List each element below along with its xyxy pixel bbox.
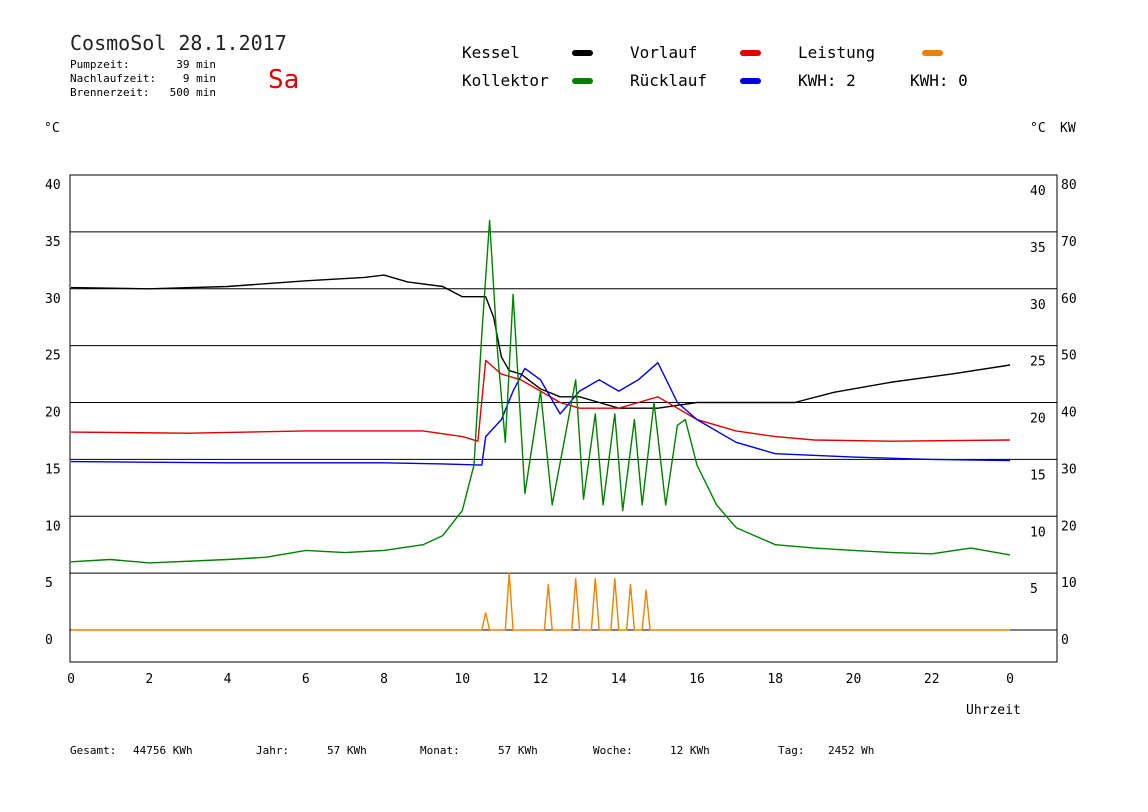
footer-jahr-value: 57 KWh bbox=[327, 744, 367, 757]
y-tick-right: 15 bbox=[1030, 468, 1046, 483]
x-tick: 22 bbox=[924, 672, 940, 687]
legend-kwh-second: KWH: 0 bbox=[910, 71, 968, 90]
x-tick: 0 bbox=[1006, 672, 1014, 687]
y2-tick: 70 bbox=[1061, 235, 1077, 250]
y-tick-right: 10 bbox=[1030, 525, 1046, 540]
y2-tick: 40 bbox=[1061, 406, 1077, 421]
x-tick: 8 bbox=[380, 672, 388, 687]
stat-pumpzeit-label: Pumpzeit: bbox=[70, 58, 130, 71]
series-kessel bbox=[70, 274, 1011, 409]
footer-woche-label: Woche: bbox=[593, 744, 633, 757]
footer-jahr-label: Jahr: bbox=[256, 744, 289, 757]
y-tick-left: 25 bbox=[45, 349, 61, 364]
weekday-label: Sa bbox=[268, 65, 299, 95]
y-tick-right: 40 bbox=[1030, 184, 1046, 199]
series-vorlauf bbox=[70, 359, 1011, 442]
left-axis-unit: °C bbox=[44, 121, 60, 136]
y-tick-right: 30 bbox=[1030, 298, 1046, 313]
footer-monat-label: Monat: bbox=[420, 744, 460, 757]
y-tick-left: 30 bbox=[45, 292, 61, 307]
legend-label-kollektor: Kollektor bbox=[462, 71, 549, 90]
y2-tick: 50 bbox=[1061, 349, 1077, 364]
y-tick-left: 40 bbox=[45, 178, 61, 193]
legend-label-ruecklauf: Rücklauf bbox=[630, 71, 707, 90]
y2-tick: 80 bbox=[1061, 178, 1077, 193]
y-tick-left: 35 bbox=[45, 235, 61, 250]
tick-layer: 0510152025303540510152025303540010203040… bbox=[45, 178, 1077, 687]
legend-label-vorlauf: Vorlauf bbox=[630, 43, 697, 62]
y-tick-left: 0 bbox=[45, 633, 53, 648]
legend-kwh-leistung: KWH: 2 bbox=[798, 71, 856, 90]
legend: Kessel Vorlauf Leistung Kollektor Rückla… bbox=[462, 43, 968, 90]
stat-nachlaufzeit-label: Nachlaufzeit: bbox=[70, 72, 156, 85]
plot-frame bbox=[69, 174, 1058, 663]
y-tick-right: 35 bbox=[1030, 241, 1046, 256]
y2-tick: 20 bbox=[1061, 519, 1077, 534]
y2-tick: 30 bbox=[1061, 462, 1077, 477]
y2-tick: 60 bbox=[1061, 292, 1077, 307]
footer-tag-label: Tag: bbox=[778, 744, 805, 757]
x-tick: 6 bbox=[302, 672, 310, 687]
footer-totals: Gesamt: 44756 KWh Jahr: 57 KWh Monat: 57… bbox=[70, 744, 874, 757]
footer-woche-value: 12 KWh bbox=[670, 744, 710, 757]
x-tick: 18 bbox=[767, 672, 783, 687]
series-rcklauf bbox=[70, 362, 1011, 466]
footer-tag-value: 2452 Wh bbox=[828, 744, 874, 757]
series-layer bbox=[70, 219, 1011, 631]
x-tick: 14 bbox=[611, 672, 627, 687]
x-tick: 20 bbox=[846, 672, 862, 687]
footer-monat-value: 57 KWh bbox=[498, 744, 538, 757]
y-tick-left: 5 bbox=[45, 576, 53, 591]
y-tick-left: 15 bbox=[45, 462, 61, 477]
stats-block: Pumpzeit: 39 min Nachlaufzeit: 9 min Bre… bbox=[70, 58, 216, 99]
x-tick: 2 bbox=[145, 672, 153, 687]
footer-gesamt-value: 44756 KWh bbox=[133, 744, 193, 757]
x-tick: 0 bbox=[67, 672, 75, 687]
series-leistung bbox=[71, 572, 1010, 631]
stat-brennerzeit-value: 500 min bbox=[170, 86, 216, 99]
x-tick: 4 bbox=[224, 672, 232, 687]
y-tick-left: 20 bbox=[45, 406, 61, 421]
x-tick: 12 bbox=[533, 672, 549, 687]
x-axis-label: Uhrzeit bbox=[966, 703, 1021, 718]
series-kollektor bbox=[70, 219, 1011, 564]
stat-pumpzeit-value: 39 min bbox=[176, 58, 216, 71]
legend-label-leistung: Leistung bbox=[798, 43, 875, 62]
stat-brennerzeit-label: Brennerzeit: bbox=[70, 86, 149, 99]
x-tick: 10 bbox=[454, 672, 470, 687]
right-axis-unit: °C bbox=[1030, 121, 1046, 136]
chart-title: CosmoSol 28.1.2017 bbox=[70, 31, 287, 55]
right-axis-unit-kw: KW bbox=[1060, 121, 1076, 136]
x-tick: 16 bbox=[689, 672, 705, 687]
y2-tick: 10 bbox=[1061, 576, 1077, 591]
y2-tick: 0 bbox=[1061, 633, 1069, 648]
y-tick-right: 5 bbox=[1030, 582, 1038, 597]
grid-layer bbox=[69, 174, 1058, 663]
y-tick-right: 25 bbox=[1030, 355, 1046, 370]
y-tick-left: 10 bbox=[45, 519, 61, 534]
stat-nachlaufzeit-value: 9 min bbox=[183, 72, 216, 85]
footer-gesamt-label: Gesamt: bbox=[70, 744, 116, 757]
y-tick-right: 20 bbox=[1030, 412, 1046, 427]
legend-label-kessel: Kessel bbox=[462, 43, 520, 62]
